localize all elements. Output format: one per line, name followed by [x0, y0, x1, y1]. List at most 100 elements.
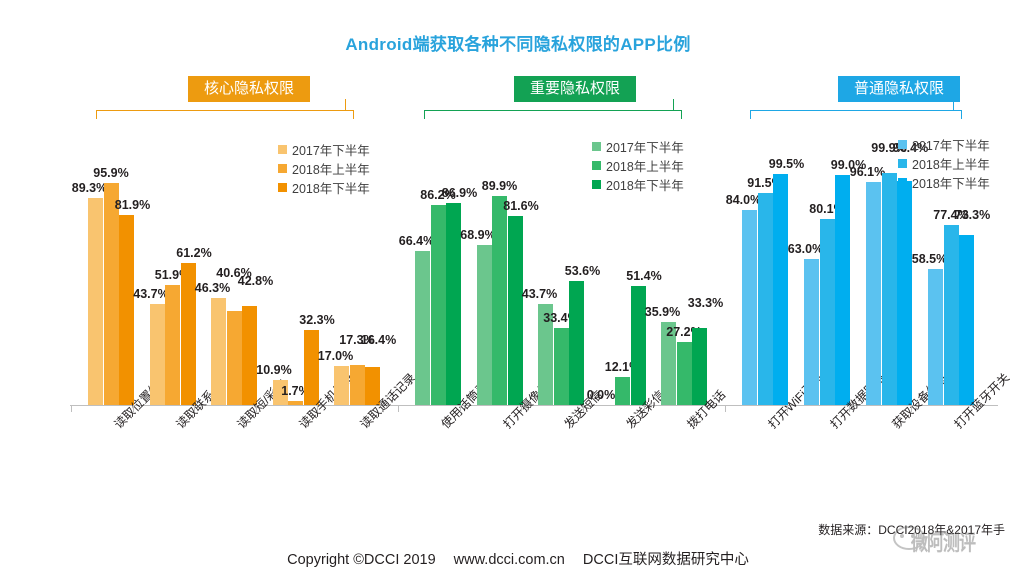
bar[interactable] [773, 174, 788, 405]
bar-value-label: 33.3% [687, 295, 724, 310]
bar[interactable] [835, 175, 850, 405]
legend-label: 2018年下半年 [292, 182, 370, 196]
group-header-1: 核心隐私权限 [188, 76, 310, 102]
legend-item[interactable]: 2018年上半年 [592, 156, 684, 175]
bar[interactable] [349, 364, 365, 405]
legend-swatch-icon [898, 140, 907, 149]
bar[interactable] [365, 366, 380, 405]
legend-label: 2018年上半年 [912, 158, 990, 172]
bar-value-label: 32.3% [299, 313, 335, 328]
bar[interactable] [757, 192, 773, 405]
legend-label: 2018年下半年 [912, 177, 990, 191]
website-link[interactable]: www.dcci.com.cn [453, 552, 565, 568]
bar[interactable] [553, 327, 569, 405]
bar-value-label: 86.9% [441, 186, 478, 201]
legend-item[interactable]: 2017年下半年 [278, 140, 370, 159]
bar[interactable] [334, 365, 349, 405]
organization-name: DCCI互联网数据研究中心 [582, 552, 749, 568]
legend-item[interactable]: 2018年下半年 [278, 178, 370, 197]
bar-value-label: 99.9% [871, 141, 907, 156]
bar[interactable] [630, 285, 646, 405]
copyright-line: Copyright ©DCCI 2019 www.dcci.com.cn DCC… [0, 548, 1036, 569]
bar[interactable] [211, 297, 226, 405]
bar[interactable] [928, 269, 943, 405]
page-title: Android端获取各种不同隐私权限的APP比例 [345, 35, 691, 54]
bar[interactable] [866, 182, 881, 405]
bar-value-label: 73.3% [954, 208, 991, 223]
bar[interactable] [692, 327, 707, 405]
legend-item[interactable]: 2018年下半年 [898, 173, 990, 192]
legend-item[interactable]: 2018年上半年 [898, 154, 990, 173]
group-header-2: 重要隐私权限 [514, 76, 636, 102]
bar[interactable] [288, 401, 303, 405]
legend-item[interactable]: 2017年下半年 [592, 137, 684, 156]
axis-tick [911, 405, 912, 412]
bar[interactable] [507, 215, 523, 405]
axis-tick [255, 405, 257, 412]
legend-label: 2018年上半年 [606, 160, 684, 174]
group-header-3: 普通隐私权限 [838, 76, 960, 102]
legend-swatch-icon [898, 178, 907, 187]
bar[interactable] [272, 379, 288, 405]
bar[interactable] [492, 196, 507, 405]
legend-item[interactable]: 2018年上半年 [278, 159, 370, 178]
legend-label: 2018年下半年 [606, 179, 684, 193]
bar-value-label: 77.4% [933, 208, 969, 223]
bar[interactable] [804, 258, 819, 405]
axis-tick [194, 405, 195, 412]
bar-value-label: 84.0% [725, 193, 762, 208]
axis-line-2 [397, 405, 731, 406]
bar-value-label: 66.4% [398, 233, 435, 248]
bar[interactable] [881, 173, 897, 405]
axis-tick [644, 405, 645, 412]
bar[interactable] [119, 214, 134, 405]
bar-value-label: 46.3% [194, 280, 231, 295]
bar[interactable] [149, 303, 165, 405]
legend-swatch-icon [898, 159, 907, 168]
bar[interactable] [430, 205, 446, 405]
bar[interactable] [303, 330, 319, 405]
legend-label: 2017年下半年 [912, 139, 990, 153]
bar[interactable] [415, 250, 430, 405]
bar[interactable] [180, 263, 196, 405]
bar[interactable] [661, 321, 676, 405]
bar[interactable] [226, 310, 242, 405]
bar[interactable] [165, 284, 180, 405]
axis-tick [787, 405, 788, 412]
bar[interactable] [476, 245, 492, 405]
axis-tick [725, 405, 726, 412]
axis-tick [521, 405, 522, 412]
bar[interactable] [242, 305, 257, 405]
bar[interactable] [103, 182, 119, 405]
bar[interactable] [819, 219, 835, 405]
legend-3: 2017年下半年 2018年上半年 2018年下半年 [898, 135, 990, 192]
bar[interactable] [959, 234, 974, 405]
legend-item[interactable]: 2018年下半年 [592, 175, 684, 194]
axis-tick [71, 405, 72, 412]
bar[interactable] [897, 181, 912, 405]
bar-value-label: 61.2% [176, 246, 212, 261]
bar[interactable] [88, 197, 103, 405]
axis-tick [317, 405, 318, 412]
legend-swatch-icon [592, 142, 601, 151]
bar[interactable] [943, 225, 959, 405]
bar[interactable] [676, 341, 692, 405]
bar[interactable] [742, 210, 757, 405]
bar-value-label: 17.3% [339, 332, 375, 347]
bar[interactable] [446, 203, 461, 405]
bar-value-label: 89.9% [481, 179, 518, 194]
bar[interactable] [615, 376, 630, 405]
bar-value-label: 17.0% [317, 348, 354, 363]
legend-swatch-icon [278, 164, 287, 173]
legend-2: 2017年下半年 2018年上半年 2018年下半年 [592, 137, 684, 194]
bar-value-label: 63.0% [787, 241, 824, 256]
bar-value-label: 58.5% [911, 252, 948, 267]
legend-item[interactable]: 2017年下半年 [898, 135, 990, 154]
legend-label: 2017年下半年 [292, 144, 370, 158]
bar[interactable] [569, 280, 584, 405]
bar-value-label: 0.0% [586, 388, 616, 402]
bar[interactable] [538, 303, 553, 405]
bar-value-label: 1.7% [281, 384, 310, 399]
bar-value-label: 96.1% [849, 165, 886, 180]
